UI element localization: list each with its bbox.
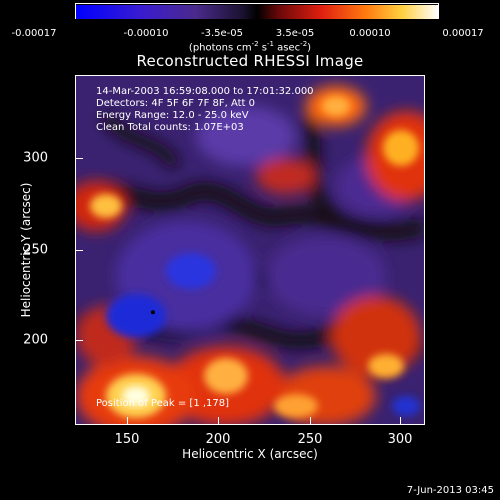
colorbar-tick-label: -0.00017 (11, 28, 57, 39)
colorbar-tick-label: 0.00010 (349, 28, 391, 39)
x-tick-mark (218, 417, 219, 425)
colorbar-tick-label: 0.00017 (442, 28, 484, 39)
colorbar-units: (photons cm-2 s-1 asec-2) (188, 40, 312, 54)
colorbar-tick-label: -3.5e-05 (201, 28, 243, 39)
x-tick-mark (310, 417, 311, 425)
minimum-marker (150, 310, 155, 315)
colorbar-gradient (76, 5, 438, 19)
colorbar-tick-label: -0.00010 (123, 28, 169, 39)
chart-title: Reconstructed RHESSI Image (136, 52, 364, 70)
info-time-range: 14-Mar-2003 16:59:08.000 to 17:01:32.000 (96, 86, 314, 97)
x-tick-label: 300 (387, 432, 413, 447)
x-tick-label: 250 (297, 432, 323, 447)
colorbar-tick-label: 3.5e-05 (275, 28, 315, 39)
y-axis-label: Heliocentric Y (arcsec) (19, 182, 33, 318)
image-plot-area: 14-Mar-2003 16:59:08.000 to 17:01:32.000… (75, 75, 425, 425)
y-tick-label: 250 (23, 242, 48, 258)
info-detectors: Detectors: 4F 5F 6F 7F 8F, Att 0 (96, 98, 256, 109)
x-tick-label: 150 (114, 432, 140, 447)
x-tick-mark (127, 417, 128, 425)
y-tick-label: 300 (23, 150, 48, 166)
y-tick-mark (75, 250, 83, 251)
heatmap-image (76, 76, 424, 424)
peak-position-label: Position of Peak = [1 ,178] (96, 398, 230, 409)
y-tick-mark (75, 340, 83, 341)
y-tick-mark (75, 158, 83, 159)
x-tick-mark (400, 417, 401, 425)
info-clean-counts: Clean Total counts: 1.07E+03 (96, 122, 244, 133)
x-axis-label: Heliocentric X (arcsec) (182, 447, 318, 461)
x-tick-label: 200 (205, 432, 231, 447)
colorbar (75, 3, 439, 19)
y-tick-label: 200 (23, 332, 48, 348)
info-energy-range: Energy Range: 12.0 - 25.0 keV (96, 110, 249, 121)
timestamp: 7-Jun-2013 03:45 (406, 485, 494, 496)
